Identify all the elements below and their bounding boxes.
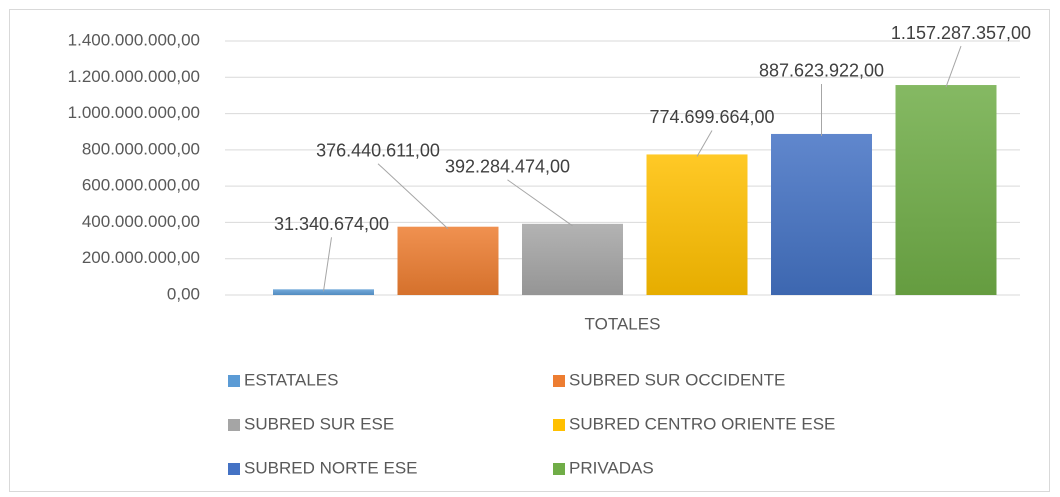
bar [646,154,748,295]
y-tick-label: 1.400.000.000,00 [68,30,200,49]
legend-label: SUBRED NORTE ESE [244,458,418,477]
data-label: 31.340.674,00 [274,214,389,234]
y-tick-label: 800.000.000,00 [82,139,200,158]
data-label: 392.284.474,00 [445,157,570,177]
bar [273,289,374,295]
legend-label: SUBRED SUR ESE [244,414,394,433]
y-tick-label: 600.000.000,00 [82,176,200,195]
bar [397,226,499,295]
legend-swatch [553,463,565,475]
legend-label: SUBRED CENTRO ORIENTE ESE [569,414,835,433]
data-label: 376.440.611,00 [316,140,440,160]
legend-swatch [228,463,240,475]
bar [895,85,997,296]
leader-line [696,130,713,157]
legend-swatch [553,419,565,431]
y-tick-label: 0,00 [167,284,200,303]
data-label: 1.157.287.357,00 [891,23,1031,43]
x-tick-label: TOTALES [585,314,661,333]
leader-line [323,237,332,292]
leader-line [377,163,449,230]
leader-line [507,179,573,227]
bar [522,223,623,295]
legend-label: SUBRED SUR OCCIDENTE [569,370,785,389]
data-label: 774.699.664,00 [649,107,774,127]
y-tick-label: 1.000.000.000,00 [68,103,200,122]
data-label: 887.623.922,00 [759,61,884,81]
y-tick-label: 400.000.000,00 [82,212,200,231]
y-tick-label: 1.200.000.000,00 [68,67,200,86]
legend-swatch [228,375,240,387]
bar [771,133,872,295]
legend-label: ESTATALES [244,370,338,389]
y-tick-label: 200.000.000,00 [82,248,200,267]
legend-swatch [553,375,565,387]
legend-label: PRIVADAS [569,458,654,477]
legend-swatch [228,419,240,431]
leader-line [945,45,962,88]
